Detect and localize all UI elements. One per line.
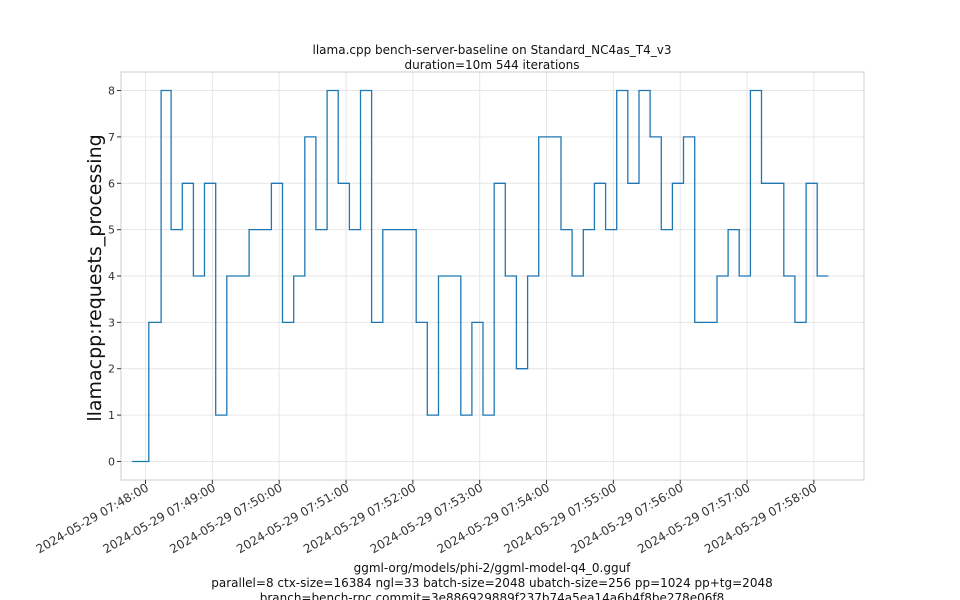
x-tick-label: 2024-05-29 07:55:00 <box>501 480 618 556</box>
x-tick-label: 2024-05-29 07:48:00 <box>34 480 151 556</box>
y-ticks: 0 1 2 3 4 5 6 7 8 <box>108 85 121 468</box>
x-tick-label: 2024-05-29 07:52:00 <box>301 480 418 556</box>
x-tick-label: 2024-05-29 07:51:00 <box>234 480 351 556</box>
x-tick-label: 2024-05-29 07:53:00 <box>368 480 485 556</box>
gridlines <box>121 72 864 480</box>
y-axis-label: llamacpp:requests_processing <box>84 134 106 421</box>
chart-title: llama.cpp bench-server-baseline on Stand… <box>313 43 672 57</box>
y-tick-label: 7 <box>108 131 115 144</box>
x-tick-label: 2024-05-29 07:58:00 <box>702 480 819 556</box>
chart-subtitle: duration=10m 544 iterations <box>405 58 580 72</box>
y-tick-label: 8 <box>108 85 115 98</box>
y-tick-label: 5 <box>108 224 115 237</box>
x-tick-label: 2024-05-29 07:54:00 <box>435 480 552 556</box>
y-tick-label: 1 <box>108 409 115 422</box>
requests-processing-line <box>132 89 829 463</box>
y-tick-label: 3 <box>108 316 115 329</box>
x-tick-label: 2024-05-29 07:49:00 <box>100 480 217 556</box>
y-tick-label: 0 <box>108 455 115 468</box>
x-axis-label-model: ggml-org/models/phi-2/ggml-model-q4_0.gg… <box>354 561 632 575</box>
x-tick-label: 2024-05-29 07:50:00 <box>167 480 284 556</box>
x-axis-label-params: parallel=8 ctx-size=16384 ngl=33 batch-s… <box>211 576 772 590</box>
y-tick-label: 6 <box>108 177 115 190</box>
y-tick-label: 4 <box>108 270 115 283</box>
x-tick-label: 2024-05-29 07:56:00 <box>568 480 685 556</box>
x-axis-label-commit: branch=bench-rpc commit=3e886929889f237b… <box>260 591 725 600</box>
x-tick-label: 2024-05-29 07:57:00 <box>635 480 752 556</box>
y-tick-label: 2 <box>108 363 115 376</box>
